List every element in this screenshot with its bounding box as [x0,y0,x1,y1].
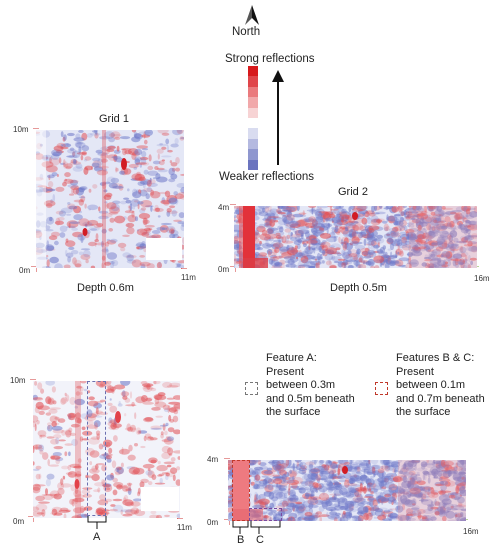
marker-c: C [256,534,264,546]
grid2-caption: Depth 0.5m [330,282,387,294]
scale-swatch [248,159,258,171]
grid2-title: Grid 2 [338,186,368,198]
scale-swatch [248,97,258,109]
feature-b-box [232,460,250,521]
scale-swatch [248,76,258,88]
grid2b-y-top: 4m [207,455,219,464]
feature-a-line: Feature A: [266,352,317,364]
feature-bc-line: between 0.1m [396,379,466,391]
feature-a-legend: Feature A: Present between 0.3m and 0.5m… [266,352,355,420]
feature-bc-legend: Features B & C: Present between 0.1m and… [396,352,485,420]
scale-swatch [248,118,258,129]
feature-a-line: the surface [266,406,321,418]
scale-swatch [248,86,258,98]
feature-bc-line: Features B & C: [396,352,475,364]
north-arrow [244,4,260,26]
grid2-x-right: 16m [474,274,490,283]
marker-b: B [237,534,245,546]
reflection-texture [36,130,184,268]
grid2-y-top: 4m [218,203,230,212]
grid1-title: Grid 1 [99,113,129,125]
feature-c-box [249,508,282,521]
reflection-texture [33,381,180,518]
grid2-plot [234,206,477,268]
feature-a-box [87,381,106,516]
grid2b-y-bottom: 0m [207,518,219,527]
scale-swatch [248,138,258,150]
grid2b-x-right: 16m [463,527,479,536]
grid1-y-top: 10m [13,125,29,134]
scale-bottom-label: Weaker reflections [219,171,315,183]
grid2-y-bottom: 0m [218,265,230,274]
scale-swatch [248,107,258,119]
up-arrow-icon [272,70,284,165]
grid1b-y-top: 10m [10,376,26,385]
grid1-x-right: 11m [181,273,196,282]
north-arrow-icon [245,5,259,25]
feature-bc-line: and 0.7m beneath [396,392,485,405]
scale-arrow [270,70,286,166]
north-label: North [232,26,261,38]
feature-bc-line: the surface [396,406,451,418]
reflection-texture [234,206,477,268]
feature-bc-brackets [232,521,281,534]
scale-swatch [248,128,258,140]
scale-swatch [248,66,258,77]
feature-a-bracket [87,516,107,529]
grid1b-y-bottom: 0m [13,517,25,526]
scale-top-label: Strong reflections [225,53,315,65]
grid1-plot [36,130,184,268]
feature-a-line: Present [266,365,304,378]
feature-bc-swatch [375,382,388,395]
feature-a-line: and 0.5m beneath [266,392,355,405]
feature-a-line: between 0.3m [266,379,336,391]
scale-swatch [248,149,258,161]
grid1-y-bottom: 0m [19,266,31,275]
color-scale [248,66,258,171]
grid1-caption: Depth 0.6m [77,282,134,294]
marker-a: A [93,531,101,543]
grid1b-x-right: 11m [177,523,192,532]
feature-bc-line: Present [396,365,434,378]
feature-a-swatch [245,382,258,395]
grid1b-plot [33,381,180,518]
